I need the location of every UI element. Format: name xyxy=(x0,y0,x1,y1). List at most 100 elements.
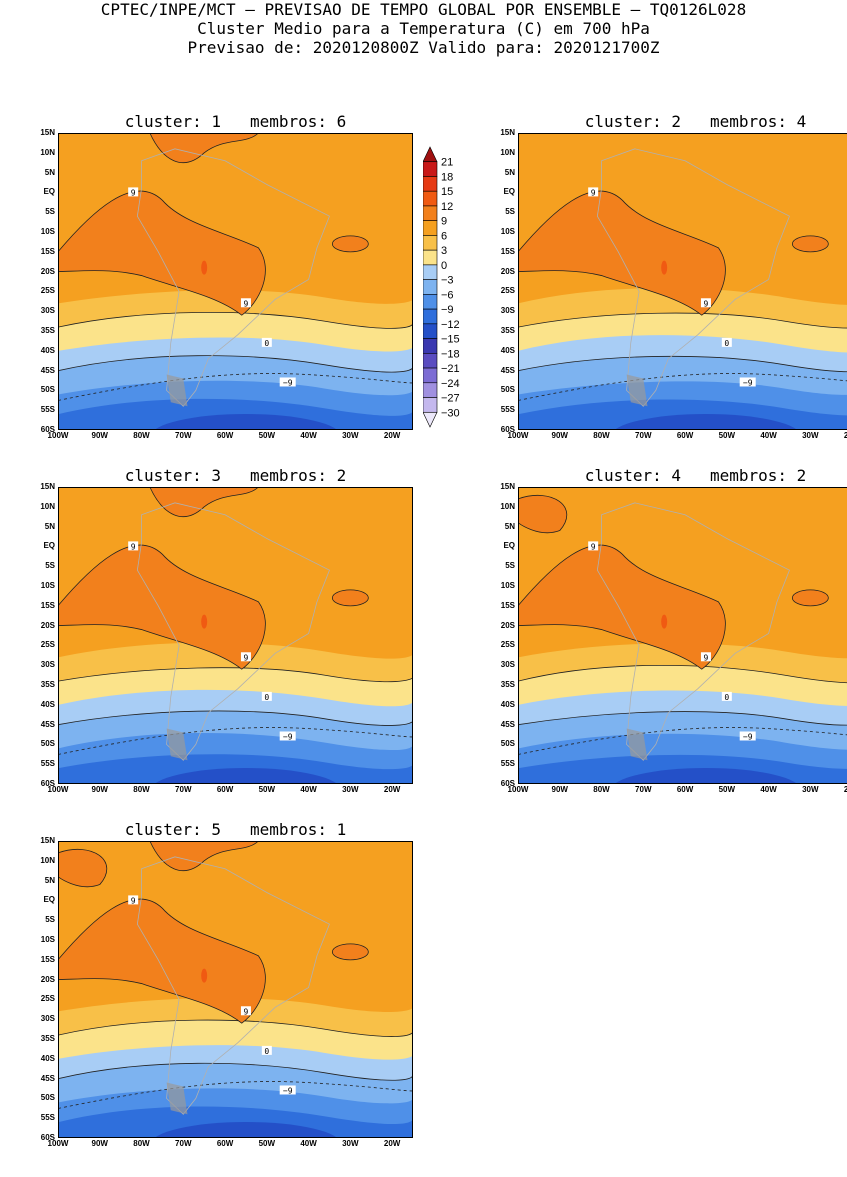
latitude-label: 35S xyxy=(25,326,55,335)
latitude-label: 50S xyxy=(25,739,55,748)
latitude-label: 15N xyxy=(485,128,515,137)
contour-label: −9 xyxy=(280,731,296,741)
latitude-label: 25S xyxy=(25,286,55,295)
colorbar-cell xyxy=(423,235,437,250)
latitude-label: 5S xyxy=(485,561,515,570)
latitude-label: 10S xyxy=(25,935,55,944)
latitude-label: EQ xyxy=(485,187,515,196)
svg-text:9: 9 xyxy=(244,299,249,308)
longitude-label: 30W xyxy=(335,785,365,794)
svg-text:0: 0 xyxy=(264,339,269,348)
latitude-label: 55S xyxy=(485,405,515,414)
figure-header: CPTEC/INPE/MCT – PREVISAO DE TEMPO GLOBA… xyxy=(0,0,847,57)
latitude-label: 15S xyxy=(25,247,55,256)
svg-text:9: 9 xyxy=(704,299,709,308)
latitude-label: 30S xyxy=(25,660,55,669)
longitude-label: 100W xyxy=(43,1139,73,1148)
latitude-label: 55S xyxy=(485,759,515,768)
latitude-label: 15S xyxy=(25,955,55,964)
colorbar-level-label: −3 xyxy=(441,275,454,287)
temperature-map: 990−9 xyxy=(58,133,413,430)
latitude-label: 5N xyxy=(485,168,515,177)
latitude-label: 15N xyxy=(25,482,55,491)
svg-text:9: 9 xyxy=(244,653,249,662)
contour-label: 9 xyxy=(588,187,598,197)
latitude-label: 40S xyxy=(25,700,55,709)
longitude-label: 90W xyxy=(545,785,575,794)
latitude-label: 55S xyxy=(25,759,55,768)
colorbar-level-label: 0 xyxy=(441,260,447,272)
latitude-label: 40S xyxy=(25,1054,55,1063)
svg-text:9: 9 xyxy=(591,188,596,197)
contour-label: −9 xyxy=(740,731,756,741)
panel-title: cluster: 4 membros: 2 xyxy=(518,466,847,485)
latitude-label: EQ xyxy=(485,541,515,550)
longitude-label: 70W xyxy=(628,431,658,440)
longitude-label: 40W xyxy=(294,431,324,440)
contour-label: 0 xyxy=(722,338,732,348)
svg-text:0: 0 xyxy=(724,693,729,702)
latitude-label: EQ xyxy=(25,187,55,196)
latitude-label: 25S xyxy=(25,994,55,1003)
latitude-label: 5N xyxy=(25,876,55,885)
longitude-label: 70W xyxy=(168,431,198,440)
latitude-label: 5N xyxy=(25,168,55,177)
latitude-label: 50S xyxy=(485,385,515,394)
latitude-label: 35S xyxy=(485,326,515,335)
longitude-label: 80W xyxy=(127,1139,157,1148)
latitude-label: 10N xyxy=(25,502,55,511)
colorbar-level-label: −21 xyxy=(441,363,460,375)
temperature-map: 990−9 xyxy=(58,487,413,784)
latitude-label: 50S xyxy=(25,385,55,394)
longitude-label: 50W xyxy=(252,431,282,440)
longitude-label: 70W xyxy=(168,1139,198,1148)
colorbar-cell xyxy=(423,206,437,221)
colorbar-level-label: −6 xyxy=(441,289,454,301)
latitude-label: 45S xyxy=(485,366,515,375)
latitude-label: 10N xyxy=(25,148,55,157)
longitude-label: 90W xyxy=(545,431,575,440)
colorbar-cell xyxy=(423,412,437,427)
longitude-label: 20W xyxy=(377,1139,407,1148)
longitude-label: 60W xyxy=(210,431,240,440)
latitude-label: 15S xyxy=(485,247,515,256)
latitude-label: 10S xyxy=(485,227,515,236)
longitude-label: 80W xyxy=(587,431,617,440)
longitude-label: 50W xyxy=(712,785,742,794)
colorbar-level-label: −15 xyxy=(441,334,460,346)
longitude-label: 40W xyxy=(294,785,324,794)
svg-text:9: 9 xyxy=(244,1007,249,1016)
latitude-label: 15S xyxy=(25,601,55,610)
latitude-label: 25S xyxy=(485,286,515,295)
latitude-label: 40S xyxy=(485,700,515,709)
latitude-label: 30S xyxy=(485,660,515,669)
longitude-label: 100W xyxy=(503,785,533,794)
latitude-label: 5S xyxy=(25,915,55,924)
longitude-label: 90W xyxy=(85,785,115,794)
svg-text:9: 9 xyxy=(131,542,136,551)
svg-text:−9: −9 xyxy=(283,732,293,741)
contour-label: −9 xyxy=(740,377,756,387)
contour-label: 9 xyxy=(128,895,138,905)
panel-title: cluster: 2 membros: 4 xyxy=(518,112,847,131)
svg-text:0: 0 xyxy=(264,1047,269,1056)
latitude-label: 10N xyxy=(485,148,515,157)
colorbar-level-label: −30 xyxy=(441,407,460,419)
colorbar-cell xyxy=(423,368,437,383)
colorbar-level-label: −18 xyxy=(441,348,460,360)
latitude-label: 25S xyxy=(485,640,515,649)
panel-title: cluster: 1 membros: 6 xyxy=(58,112,413,131)
header-line-1: CPTEC/INPE/MCT – PREVISAO DE TEMPO GLOBA… xyxy=(0,0,847,19)
colorbar-level-label: −27 xyxy=(441,393,460,405)
longitude-label: 40W xyxy=(754,785,784,794)
latitude-label: 55S xyxy=(25,405,55,414)
colorbar-level-label: 15 xyxy=(441,186,453,198)
colorbar-cell xyxy=(423,162,437,177)
longitude-label: 100W xyxy=(43,785,73,794)
latitude-label: 5N xyxy=(25,522,55,531)
colorbar-cell xyxy=(423,353,437,368)
colorbar-cell xyxy=(423,280,437,295)
svg-text:9: 9 xyxy=(131,188,136,197)
